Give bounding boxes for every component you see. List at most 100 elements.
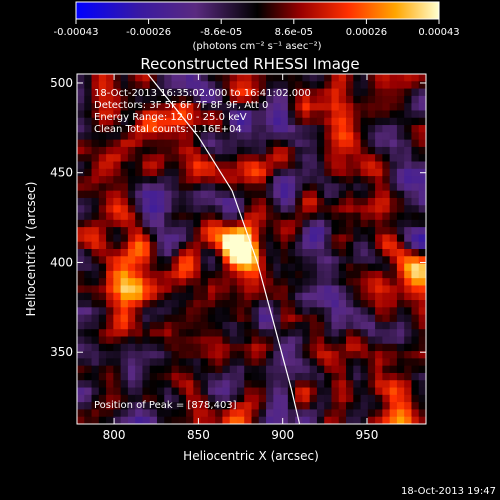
- heatmap-cell: [338, 205, 347, 214]
- heatmap-cell: [164, 372, 173, 381]
- heatmap-cell: [287, 161, 296, 170]
- heatmap-cell: [346, 358, 354, 367]
- heatmap-cell: [127, 336, 136, 345]
- heatmap-cell: [207, 285, 216, 294]
- heatmap-cell: [251, 176, 260, 184]
- heatmap-cell: [149, 314, 158, 323]
- heatmap-cell: [295, 314, 303, 323]
- heatmap-cell: [244, 205, 253, 214]
- heatmap-cell: [302, 146, 311, 155]
- heatmap-cell: [215, 168, 224, 177]
- heatmap-cell: [367, 190, 376, 199]
- heatmap-cell: [266, 212, 274, 221]
- heatmap-cell: [222, 168, 231, 177]
- heatmap-cell: [324, 263, 333, 272]
- heatmap-cell: [229, 278, 238, 287]
- heatmap-cell: [396, 205, 405, 214]
- heatmap-cell: [331, 74, 340, 82]
- heatmap-cell: [178, 307, 187, 316]
- heatmap-cell: [127, 146, 136, 155]
- heatmap-cell: [164, 409, 173, 418]
- heatmap-cell: [127, 380, 136, 389]
- heatmap-cell: [258, 125, 267, 133]
- heatmap-cell: [404, 409, 413, 418]
- heatmap-cell: [360, 336, 369, 345]
- heatmap-cell: [375, 278, 383, 287]
- heatmap-cell: [200, 81, 209, 90]
- heatmap-cell: [149, 321, 158, 330]
- heatmap-cell: [106, 125, 114, 133]
- heatmap-cell: [418, 219, 426, 228]
- heatmap-cell: [346, 161, 354, 170]
- heatmap-cell: [84, 372, 93, 381]
- heatmap-cell: [411, 278, 420, 287]
- heatmap-cell: [77, 336, 85, 345]
- heatmap-cell: [251, 300, 260, 308]
- heatmap-cell: [411, 197, 420, 206]
- heatmap-cell: [77, 95, 85, 104]
- heatmap-cell: [106, 234, 114, 243]
- heatmap-cell: [266, 314, 274, 323]
- colorbar-tick-label: -8.6e-05: [200, 27, 242, 38]
- heatmap-cell: [258, 329, 267, 338]
- heatmap-cell: [106, 372, 114, 381]
- heatmap-cell: [316, 321, 325, 330]
- heatmap-cell: [280, 241, 289, 250]
- heatmap-cell: [200, 95, 209, 104]
- heatmap-cell: [127, 154, 136, 163]
- heatmap-cell: [389, 387, 398, 396]
- heatmap-cell: [77, 212, 85, 221]
- heatmap-cell: [287, 263, 296, 272]
- heatmap-cell: [331, 168, 340, 177]
- heatmap-cell: [164, 263, 173, 272]
- heatmap-cell: [193, 212, 202, 221]
- colorbar-ticks: -0.00043 -0.00026 -8.6e-05 8.6e-05 0.00026 0.…: [54, 19, 460, 38]
- heatmap-cell: [273, 219, 282, 228]
- heatmap-cell: [222, 358, 231, 367]
- heatmap-cell: [193, 285, 202, 294]
- heatmap-cell: [287, 402, 296, 411]
- heatmap-cell: [273, 176, 282, 184]
- heatmap-cell: [193, 263, 202, 272]
- heatmap-cell: [178, 154, 187, 163]
- heatmap-cell: [324, 88, 333, 97]
- heatmap-cell: [156, 416, 165, 424]
- heatmap-cell: [360, 372, 369, 381]
- heatmap-cell: [77, 249, 85, 257]
- heatmap-cell: [135, 394, 144, 403]
- y-axis-label: Heliocentric Y (arcsec): [24, 182, 38, 317]
- heatmap-cell: [251, 190, 260, 199]
- heatmap-cell: [178, 95, 187, 104]
- heatmap-cell: [207, 88, 216, 97]
- heatmap-cell: [396, 212, 405, 221]
- heatmap-cell: [178, 205, 187, 214]
- heatmap-cell: [367, 139, 376, 148]
- heatmap-cell: [91, 409, 100, 418]
- heatmap-cell: [258, 161, 267, 170]
- heatmap-cell: [396, 314, 405, 323]
- heatmap-cell: [295, 241, 303, 250]
- heatmap-cell: [418, 88, 426, 97]
- heatmap-cell: [77, 329, 85, 338]
- heatmap-cell: [396, 117, 405, 126]
- heatmap-cell: [251, 241, 260, 250]
- heatmap-cell: [127, 95, 136, 104]
- heatmap-cell: [98, 263, 107, 272]
- heatmap-cell: [404, 329, 413, 338]
- heatmap-cell: [244, 117, 253, 126]
- heatmap-cell: [244, 249, 253, 257]
- heatmap-cell: [164, 117, 173, 126]
- heatmap-cell: [302, 372, 311, 381]
- heatmap-cell: [382, 416, 391, 424]
- heatmap-cell: [411, 219, 420, 228]
- heatmap-cell: [156, 219, 165, 228]
- heatmap-cell: [222, 146, 231, 155]
- heatmap-cell: [91, 292, 100, 301]
- heatmap-cell: [331, 249, 340, 257]
- heatmap-cell: [316, 95, 325, 104]
- heatmap-cell: [244, 74, 253, 82]
- heatmap-cell: [375, 183, 383, 192]
- heatmap-cell: [396, 81, 405, 90]
- heatmap-cell: [382, 212, 391, 221]
